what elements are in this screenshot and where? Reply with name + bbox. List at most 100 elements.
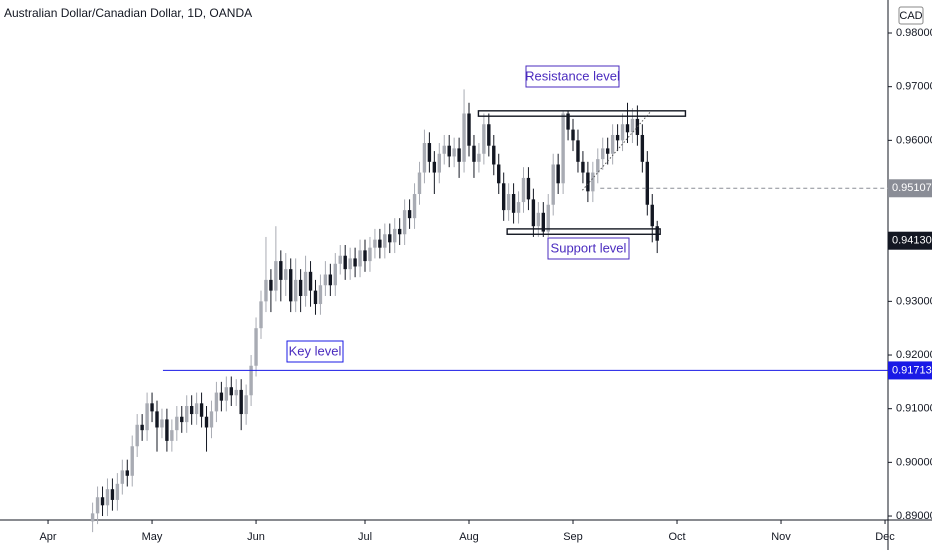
x-tick-label: Dec [875, 531, 895, 543]
chart-title: Australian Dollar/Canadian Dollar, 1D, O… [4, 6, 252, 20]
candle-body [566, 113, 570, 130]
x-tick-label: Jul [358, 531, 372, 543]
resistance-label-box [525, 65, 620, 88]
candle-body [125, 470, 129, 476]
candle-body [120, 470, 125, 484]
support-label-box [547, 237, 630, 260]
candle-body [497, 164, 501, 184]
candle-body [541, 212, 545, 232]
x-tick-label: Aug [459, 531, 479, 543]
candle-body [209, 411, 214, 428]
candle-body [581, 161, 585, 173]
candle-body [516, 202, 521, 213]
candle-body [115, 483, 120, 500]
support-label: Support level [551, 240, 627, 255]
candle-body [586, 172, 590, 192]
candle-body [219, 392, 224, 401]
y-tick-label: 0.96000 [896, 134, 932, 146]
resistance-zone [477, 110, 687, 117]
candle-body [511, 194, 516, 213]
candle-body [551, 164, 555, 205]
candle-body [536, 212, 541, 227]
support-zone [506, 228, 661, 235]
candle-body [244, 395, 248, 415]
candle-body [432, 161, 437, 173]
candle-body [298, 279, 303, 296]
candle-body [135, 424, 139, 447]
candle-body [165, 419, 169, 441]
candle-body [145, 403, 149, 431]
candle-body [556, 164, 560, 184]
candle-body [373, 239, 377, 248]
candle-body [521, 177, 526, 203]
candle-body [110, 489, 115, 500]
x-tick-label: Apr [39, 531, 56, 543]
candle-body [348, 258, 352, 270]
candle-body [249, 365, 253, 396]
candle-body [293, 279, 298, 302]
key-level-text: Key level [289, 343, 342, 358]
candle-body [482, 124, 486, 154]
candle-body [467, 113, 471, 146]
candle-body [338, 255, 342, 264]
candle-body [407, 210, 412, 219]
candle-body [561, 113, 565, 184]
candle-body [655, 226, 659, 241]
candle-body [615, 134, 620, 141]
key-level-box [286, 340, 344, 363]
candle-body [105, 489, 110, 506]
candle-body [333, 263, 337, 286]
candle-body [175, 416, 179, 431]
y-tick-label: 0.91000 [896, 403, 932, 415]
y-tick-label: 0.90000 [896, 456, 932, 468]
candle-body [274, 261, 278, 291]
candle-body [457, 148, 461, 162]
candle-body [284, 269, 288, 280]
candle-body [477, 153, 481, 162]
candle-body [90, 513, 95, 522]
candle-body [571, 129, 575, 141]
candle-body [378, 239, 382, 248]
y-tick-label: 0.98000 [896, 27, 932, 39]
candle-body [645, 161, 650, 205]
candle-body [214, 392, 219, 412]
x-tick-label: Oct [668, 531, 685, 543]
candle-body [417, 172, 422, 195]
candle-body [279, 261, 283, 280]
candle-body [442, 145, 446, 154]
candle-body [150, 403, 154, 412]
candle-body [650, 204, 654, 227]
candle-body [610, 134, 615, 154]
candle-body [437, 153, 441, 173]
candle-body [239, 389, 243, 415]
candle-body [640, 134, 645, 162]
candle-body [630, 118, 635, 133]
y-tick-label: 0.93000 [896, 295, 932, 307]
candle-body [487, 124, 491, 146]
candle-body [363, 250, 367, 262]
candle-body [343, 255, 347, 270]
y-tick-label: 0.92000 [896, 349, 932, 361]
candle-body [526, 177, 531, 200]
candle-body [402, 210, 407, 235]
candle-body [318, 285, 323, 305]
candle-body [531, 199, 536, 227]
candle-body [462, 113, 466, 162]
currency-box [898, 6, 924, 25]
candle-body [254, 328, 258, 366]
candle-body [452, 148, 456, 157]
candle-body [506, 194, 511, 211]
candle-body [95, 497, 100, 514]
candle-body [140, 424, 144, 431]
candle-body [264, 279, 268, 302]
candle-body [605, 148, 610, 154]
candle-body [328, 274, 333, 286]
y-tick-label: 0.89000 [896, 510, 932, 522]
dashed-level-badge [888, 179, 932, 198]
candle-body [269, 279, 273, 291]
candle-body [224, 387, 229, 401]
candle-body [194, 403, 199, 415]
candle-body [397, 228, 402, 235]
candle-body [427, 143, 432, 162]
candle-body [620, 124, 625, 141]
